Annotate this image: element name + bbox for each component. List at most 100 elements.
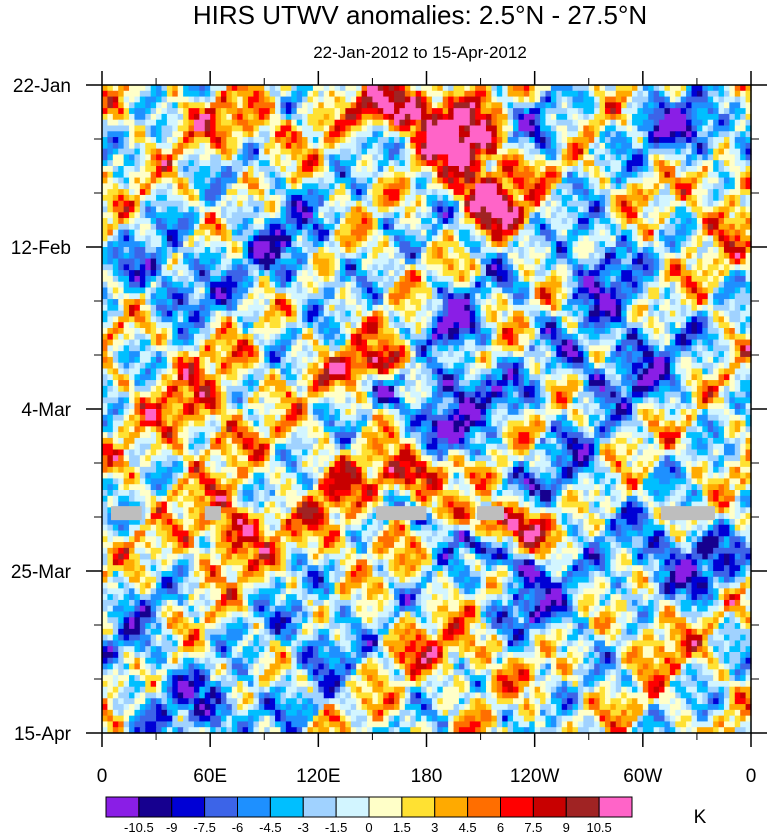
- heatmap-cell: [480, 142, 487, 150]
- heatmap-cell: [258, 281, 265, 289]
- heatmap-cell: [713, 304, 730, 312]
- heatmap-cell: [204, 374, 217, 381]
- heatmap-cell: [129, 380, 136, 387]
- heatmap-cell: [513, 241, 520, 248]
- heatmap-cell: [610, 316, 622, 323]
- heatmap-cell: [220, 189, 227, 196]
- heatmap-cell: [183, 166, 190, 173]
- heatmap-cell: [713, 119, 720, 127]
- heatmap-cell: [518, 374, 525, 381]
- heatmap-cell: [102, 90, 109, 98]
- heatmap-cell: [399, 356, 406, 364]
- heatmap-cell: [248, 339, 255, 346]
- heatmap-cell: [139, 304, 152, 312]
- heatmap-cell: [583, 310, 590, 318]
- heatmap-cell: [242, 154, 249, 161]
- heatmap-cell: [377, 206, 390, 213]
- heatmap-cell: [680, 362, 693, 370]
- heatmap-cell: [485, 362, 492, 370]
- heatmap-cell: [572, 275, 579, 283]
- heatmap-cell: [583, 333, 590, 341]
- heatmap-cell: [523, 108, 530, 115]
- heatmap-cell: [237, 194, 249, 202]
- heatmap-cell: [367, 287, 374, 294]
- heatmap-cell: [523, 391, 530, 399]
- heatmap-cell: [129, 142, 136, 150]
- heatmap-cell: [231, 223, 238, 231]
- heatmap-cell: [615, 183, 622, 190]
- heatmap-cell: [177, 385, 184, 393]
- heatmap-cell: [448, 154, 471, 161]
- heatmap-cell: [577, 212, 584, 219]
- heatmap-cell: [312, 328, 319, 335]
- heatmap-cell: [394, 339, 406, 346]
- heatmap-cell: [550, 247, 557, 254]
- heatmap-cell: [696, 154, 703, 161]
- heatmap-cell: [410, 270, 417, 277]
- heatmap-cell: [496, 258, 503, 265]
- heatmap-cell: [275, 200, 282, 208]
- heatmap-cell: [183, 206, 190, 213]
- heatmap-cell: [686, 154, 693, 161]
- heatmap-cell: [437, 270, 444, 277]
- heatmap-cell: [610, 252, 617, 260]
- heatmap-cell: [421, 148, 471, 156]
- heatmap-cell: [696, 258, 703, 265]
- heatmap-cell: [556, 177, 563, 184]
- heatmap-cell: [545, 339, 552, 346]
- heatmap-cell: [632, 171, 639, 179]
- heatmap-cell: [723, 212, 730, 219]
- heatmap-cell: [594, 264, 601, 271]
- heatmap-cell: [388, 258, 395, 265]
- heatmap-cell: [702, 212, 709, 219]
- heatmap-cell: [291, 125, 298, 132]
- heatmap-cell: [129, 368, 141, 375]
- heatmap-cell: [421, 270, 428, 277]
- heatmap-cell: [626, 328, 633, 335]
- heatmap-cell: [485, 252, 498, 260]
- heatmap-cell: [680, 247, 687, 254]
- heatmap-cell: [696, 160, 703, 167]
- heatmap-cell: [588, 148, 595, 156]
- heatmap-cell: [383, 148, 390, 156]
- heatmap-cell: [556, 264, 568, 271]
- heatmap-cell: [129, 281, 141, 289]
- heatmap-cell: [734, 241, 747, 248]
- heatmap-cell: [696, 90, 703, 98]
- heatmap-cell: [621, 200, 628, 208]
- heatmap-cell: [312, 85, 325, 92]
- heatmap-cell: [621, 345, 628, 352]
- heatmap-cell: [258, 148, 265, 156]
- heatmap-cell: [561, 206, 568, 213]
- heatmap-cell: [659, 270, 666, 277]
- heatmap-cell: [507, 102, 514, 109]
- heatmap-cell: [561, 328, 568, 335]
- heatmap-cell: [686, 194, 693, 202]
- heatmap-cell: [156, 154, 163, 161]
- heatmap-cell: [729, 264, 736, 271]
- heatmap-cell: [507, 316, 514, 323]
- heatmap-cell: [210, 385, 217, 393]
- heatmap-cell: [188, 177, 195, 184]
- heatmap-cell: [231, 391, 244, 399]
- heatmap-cell: [675, 166, 682, 173]
- heatmap-cell: [291, 177, 298, 184]
- heatmap-cell: [534, 368, 541, 375]
- heatmap-cell: [648, 339, 660, 346]
- heatmap-cell: [112, 351, 119, 358]
- heatmap-cell: [172, 275, 179, 283]
- heatmap-cell: [118, 137, 125, 144]
- heatmap-cell: [740, 142, 747, 150]
- heatmap-cell: [145, 142, 157, 150]
- heatmap-cell: [188, 131, 195, 138]
- heatmap-cell: [193, 148, 206, 156]
- heatmap-cell: [426, 351, 433, 358]
- heatmap-cell: [183, 108, 190, 115]
- heatmap-cell: [356, 310, 363, 318]
- heatmap-cell: [102, 310, 109, 318]
- heatmap-cell: [377, 333, 395, 341]
- heatmap-cell: [572, 328, 579, 335]
- heatmap-cell: [388, 287, 395, 294]
- heatmap-cell: [226, 247, 233, 254]
- heatmap-cell: [139, 177, 146, 184]
